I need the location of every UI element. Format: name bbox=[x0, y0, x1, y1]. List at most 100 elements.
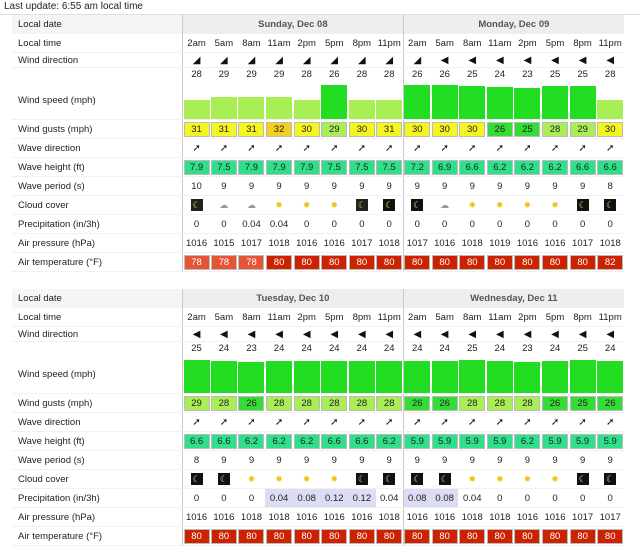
wave-direction-cell: ➚ bbox=[568, 138, 597, 158]
time-cell: 8am bbox=[458, 34, 487, 53]
wind-speed-value: 28 bbox=[301, 69, 312, 80]
wave-height-cell: 5.9 bbox=[402, 431, 431, 451]
temperature-value: 80 bbox=[183, 528, 210, 544]
time-cell: 8pm bbox=[348, 34, 376, 53]
wind-gust-value: 31 bbox=[210, 121, 237, 137]
wind-speed-value: 23 bbox=[522, 69, 533, 80]
wind-gust-cell: 28 bbox=[513, 393, 542, 413]
arrow-ne-icon: ➚ bbox=[606, 142, 615, 154]
wind-speed-bar bbox=[210, 97, 237, 119]
wind-direction-cell: ◀ bbox=[237, 326, 266, 342]
air-pressure-row: Air pressure (hPa) 1016 1016 1018 1018 1016 10… bbox=[12, 507, 624, 527]
wave-height-value: 5.9 bbox=[404, 433, 431, 449]
arrow-ne-icon: ◢ bbox=[275, 54, 283, 66]
sun-cloud-icon: ☁ bbox=[440, 200, 450, 210]
wind-direction-cell: ◢ bbox=[237, 52, 266, 68]
time-cell: 2am bbox=[182, 308, 211, 327]
temperature-cell: 80 bbox=[210, 526, 238, 546]
wave-period-cell: 9 bbox=[458, 176, 487, 196]
wind-gust-value: 29 bbox=[183, 395, 210, 411]
wind-speed-value: 24 bbox=[273, 343, 285, 354]
pressure-cell: 1018 bbox=[458, 507, 487, 527]
cloud-cover-cell: ☾ bbox=[596, 469, 624, 489]
wave-period-cell: 9 bbox=[265, 450, 293, 470]
cloud-cover-cell: ✹ bbox=[458, 195, 487, 215]
precipitation-cell: 0 bbox=[237, 488, 266, 508]
temperature-cell: 80 bbox=[348, 252, 376, 272]
wind-gust-value: 28 bbox=[514, 395, 541, 411]
wind-speed-cell bbox=[265, 81, 293, 120]
moon-icon: ☾ bbox=[438, 473, 451, 485]
arrow-ne-icon: ◢ bbox=[330, 54, 339, 66]
arrow-w-icon: ◀ bbox=[385, 328, 394, 340]
cloud-cover-cell: ✹ bbox=[292, 469, 321, 489]
wind-gust-cell: 28 bbox=[265, 393, 293, 413]
arrow-ne-icon: ➚ bbox=[219, 416, 229, 428]
temperature-value: 80 bbox=[569, 528, 596, 544]
wind-speed-bar bbox=[404, 85, 431, 119]
moon-icon: ☾ bbox=[190, 473, 203, 485]
wind-speed-value: 23 bbox=[522, 343, 533, 354]
forecast-table: Local date Tuesday, Dec 10 Wednesday, Dec … bbox=[12, 289, 624, 546]
wind-speed-bar bbox=[459, 360, 486, 393]
cloud-cover-cell: ✹ bbox=[265, 469, 293, 489]
row-label: Wave period (s) bbox=[12, 176, 183, 196]
wind-speed-bar bbox=[293, 361, 320, 393]
sun-icon: ✹ bbox=[551, 200, 559, 210]
wind-speed-cell bbox=[513, 81, 542, 120]
cloud-cover-cell: ✹ bbox=[237, 469, 266, 489]
wave-period-cell: 9 bbox=[541, 450, 569, 470]
wind-direction-cell: ◀ bbox=[513, 326, 542, 342]
wind-speed-cell bbox=[458, 81, 487, 120]
wind-speed-value: 29 bbox=[218, 69, 230, 80]
wave-direction-cell: ➚ bbox=[348, 412, 376, 432]
row-label: Local date bbox=[12, 15, 183, 34]
row-label: Local date bbox=[12, 289, 183, 308]
wave-height-cell: 7.9 bbox=[292, 157, 321, 177]
wave-height-cell: 7.5 bbox=[375, 157, 404, 177]
wind-speed-value: 25 bbox=[577, 343, 588, 354]
wave-height-cell: 5.9 bbox=[430, 431, 459, 451]
wave-height-cell: 6.9 bbox=[430, 157, 459, 177]
row-label: Air temperature (°F) bbox=[12, 526, 183, 546]
wind-speed-bar bbox=[348, 361, 375, 393]
temperature-cell: 80 bbox=[320, 252, 349, 272]
pressure-cell: 1018 bbox=[265, 233, 293, 253]
wave-height-value: 7.9 bbox=[183, 159, 210, 175]
temperature-value: 80 bbox=[348, 254, 375, 270]
temperature-cell: 80 bbox=[375, 526, 404, 546]
pressure-cell: 1018 bbox=[375, 507, 404, 527]
temperature-value: 80 bbox=[459, 528, 486, 544]
wave-direction-cell: ➚ bbox=[596, 412, 624, 432]
temperature-cell: 80 bbox=[430, 252, 459, 272]
cloud-cover-cell: ☾ bbox=[430, 469, 459, 489]
cloud-cover-cell: ✹ bbox=[541, 195, 569, 215]
cloud-cover-cell: ✹ bbox=[265, 195, 293, 215]
day-header: Tuesday, Dec 10 bbox=[182, 289, 404, 308]
cloud-cover-cell: ✹ bbox=[486, 195, 514, 215]
time-cell: 11am bbox=[265, 308, 293, 327]
wind-speed-bar bbox=[183, 100, 210, 119]
time-cell: 11am bbox=[265, 34, 293, 53]
wind-gust-cell: 31 bbox=[375, 119, 404, 139]
moon-icon: ☾ bbox=[604, 199, 617, 211]
wave-direction-cell: ➚ bbox=[348, 138, 376, 158]
wave-height-value: 7.9 bbox=[238, 159, 265, 175]
temperature-value: 80 bbox=[293, 254, 320, 270]
temperature-cell: 80 bbox=[458, 526, 487, 546]
pressure-cell: 1018 bbox=[596, 233, 624, 253]
wave-period-cell: 9 bbox=[458, 450, 487, 470]
wave-height-cell: 6.2 bbox=[541, 157, 569, 177]
wave-height-value: 5.9 bbox=[569, 433, 596, 449]
precipitation-cell: 0 bbox=[210, 488, 238, 508]
cloud-cover-cell: ☾ bbox=[182, 469, 211, 489]
wave-height-value: 6.2 bbox=[238, 433, 265, 449]
wave-direction-cell: ➚ bbox=[182, 138, 211, 158]
wave-height-value: 7.5 bbox=[210, 159, 237, 175]
wind-speed-cell bbox=[513, 355, 542, 394]
sun-icon: ✹ bbox=[551, 474, 559, 484]
pressure-cell: 1016 bbox=[292, 233, 321, 253]
wind-speed-cell bbox=[568, 355, 597, 394]
sun-icon: ✹ bbox=[247, 474, 256, 484]
precipitation-row: Precipitation (in/3h) 0 0 0 0.04 0.08 0.12 0.12… bbox=[12, 488, 624, 508]
